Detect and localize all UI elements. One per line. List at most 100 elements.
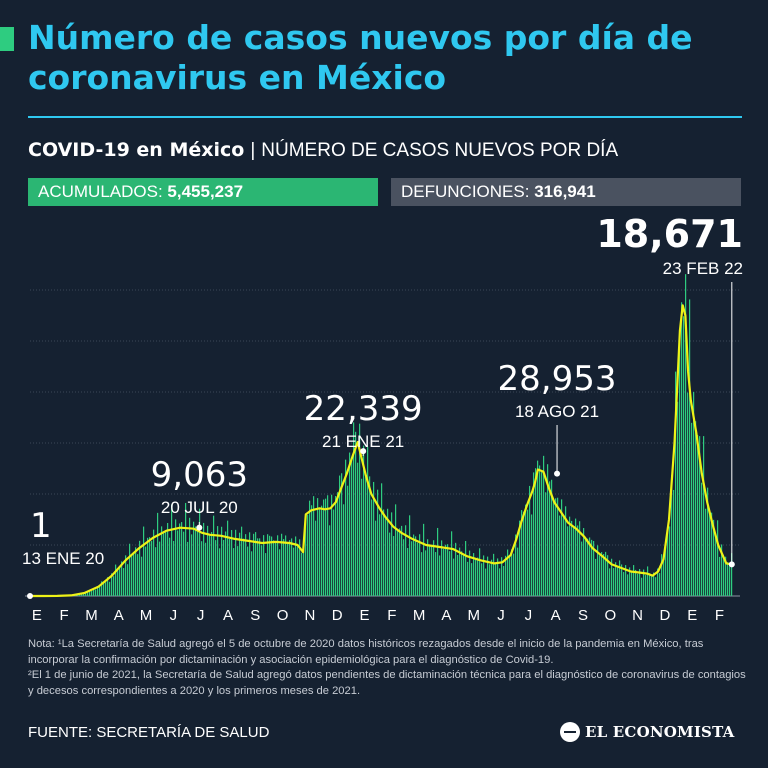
annotation-date: 21 ENE 21 — [322, 432, 404, 451]
acumulados-value: 5,455,237 — [167, 182, 244, 201]
daily-bar — [237, 546, 239, 596]
daily-bar — [625, 565, 627, 596]
daily-bar — [717, 520, 719, 596]
daily-bar — [693, 391, 695, 596]
daily-bar — [175, 519, 177, 596]
daily-bar — [253, 533, 255, 596]
daily-bar — [399, 528, 401, 596]
daily-bar — [93, 588, 95, 596]
daily-bar — [513, 553, 515, 596]
daily-bar — [187, 541, 189, 596]
daily-bar — [191, 534, 193, 596]
daily-bar — [557, 497, 559, 596]
daily-bar — [331, 494, 333, 596]
month-tick-label: O — [604, 607, 616, 624]
daily-bar — [609, 568, 611, 596]
daily-bar — [515, 534, 517, 596]
daily-bar — [571, 520, 573, 596]
daily-bar — [205, 542, 207, 596]
daily-bar — [199, 508, 201, 596]
daily-bar — [169, 537, 171, 596]
daily-bar — [441, 540, 443, 596]
daily-bar — [107, 577, 109, 596]
title-accent-bar — [0, 27, 14, 51]
daily-bar — [101, 581, 103, 596]
page-title: Número de casos nuevos por día de corona… — [28, 18, 693, 97]
daily-bar — [357, 462, 359, 596]
daily-bar — [353, 422, 355, 596]
month-tick-label: E — [360, 607, 370, 624]
annotation-value: 18,671 — [596, 212, 743, 256]
daily-bar — [159, 541, 161, 596]
daily-bar — [431, 544, 433, 596]
annotation-point — [728, 561, 735, 568]
daily-bar — [447, 544, 449, 596]
daily-bar — [439, 555, 441, 596]
daily-bar — [655, 577, 657, 596]
daily-bar — [661, 554, 663, 596]
daily-bar — [315, 520, 317, 596]
daily-bar — [83, 592, 85, 596]
daily-bar — [147, 537, 149, 596]
daily-bar — [367, 446, 369, 596]
daily-bar — [347, 485, 349, 596]
daily-bar — [673, 489, 675, 596]
daily-bar — [613, 568, 615, 596]
month-tick-label: A — [223, 607, 233, 624]
daily-bar — [521, 510, 523, 596]
daily-bar — [329, 525, 331, 596]
daily-bar — [123, 568, 125, 596]
daily-bar — [381, 483, 383, 596]
annotation-date: 13 ENE 20 — [22, 549, 104, 568]
daily-bar — [157, 512, 159, 596]
daily-bar — [385, 517, 387, 596]
month-tick-label: D — [332, 607, 343, 624]
daily-bar — [267, 534, 269, 596]
annotation-point — [554, 470, 561, 477]
daily-bar — [631, 572, 633, 596]
month-tick-label: E — [687, 607, 697, 624]
daily-bar — [491, 559, 493, 596]
daily-bar — [705, 508, 707, 596]
daily-bar — [275, 541, 277, 596]
daily-bar — [545, 492, 547, 596]
daily-bar — [635, 569, 637, 596]
daily-bar — [707, 487, 709, 596]
subtitle-bold: COVID-19 en México — [28, 139, 245, 161]
daily-bar — [695, 421, 697, 596]
daily-bar — [77, 594, 79, 596]
daily-bar — [621, 564, 623, 596]
daily-bar — [137, 554, 139, 596]
daily-bar — [127, 564, 129, 596]
daily-bar — [519, 520, 521, 596]
daily-bar — [285, 535, 287, 596]
footnote-2: ²El 1 de junio de 2021, la Secretaría de… — [28, 669, 746, 697]
daily-bar — [639, 569, 641, 596]
daily-bar — [143, 526, 145, 596]
daily-bar — [593, 540, 595, 596]
daily-bar — [89, 590, 91, 596]
daily-bar — [647, 566, 649, 596]
footnotes: Nota: ¹La Secretaría de Salud agregó el … — [28, 637, 748, 699]
daily-bar — [327, 495, 329, 596]
daily-bar — [161, 526, 163, 596]
month-tick-label: F — [60, 607, 69, 624]
daily-bar — [393, 536, 395, 596]
daily-bar — [113, 576, 115, 596]
daily-bar — [421, 552, 423, 596]
daily-bar — [683, 316, 685, 596]
daily-bar — [309, 500, 311, 596]
daily-bar — [325, 498, 327, 596]
daily-bar — [221, 526, 223, 596]
month-tick-label: A — [441, 607, 451, 624]
daily-bar — [715, 536, 717, 596]
daily-bar — [531, 514, 533, 596]
month-tick-label: J — [170, 607, 178, 624]
daily-bar — [671, 475, 673, 596]
daily-bar — [691, 422, 693, 596]
daily-bar — [641, 577, 643, 596]
daily-bar — [289, 540, 291, 596]
month-tick-label: M — [468, 607, 481, 624]
month-tick-label: O — [277, 607, 289, 624]
daily-bar — [195, 526, 197, 596]
